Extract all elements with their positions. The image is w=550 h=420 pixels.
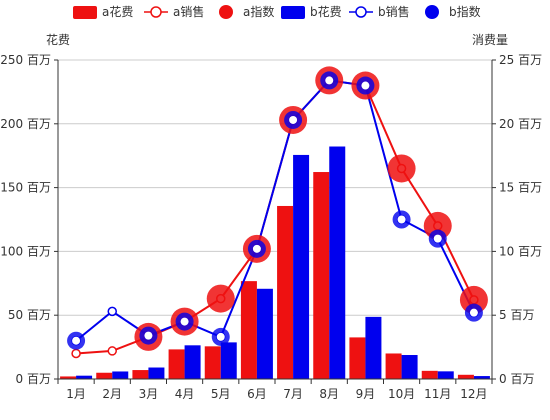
line-point-a销售-2月 bbox=[107, 346, 117, 356]
scatter-point-a指数-12月 bbox=[459, 285, 488, 314]
legend-label: b花费 bbox=[310, 4, 342, 19]
legend-swatch-marker bbox=[355, 6, 367, 18]
bar-a花费-11月 bbox=[421, 370, 438, 379]
bar-b花费-12月 bbox=[473, 376, 490, 379]
bar-b花费-6月 bbox=[256, 288, 273, 379]
bar-b花费-3月 bbox=[148, 367, 165, 379]
left-tick-label: 200 百万 bbox=[0, 117, 51, 131]
scatter-point-center-b指数-6月 bbox=[252, 244, 261, 253]
bar-b花费-8月 bbox=[329, 146, 346, 379]
legend-swatch-bar bbox=[73, 6, 97, 19]
left-tick-label: 50 百万 bbox=[8, 308, 51, 322]
legend-label: b指数 bbox=[449, 4, 481, 19]
scatter-point-a指数-10月 bbox=[387, 154, 416, 183]
bar-b花费-2月 bbox=[112, 371, 129, 379]
left-tick-label: 150 百万 bbox=[0, 181, 51, 195]
legend-label: a销售 bbox=[173, 4, 204, 19]
legend[interactable]: a花费 a销售 a指数 b花费 b销售 b指数 bbox=[73, 4, 481, 19]
bar-b花费-11月 bbox=[437, 371, 454, 379]
bars bbox=[60, 146, 490, 379]
bar-a花费-10月 bbox=[385, 353, 402, 379]
scatter-point-center-b指数-12月 bbox=[469, 308, 478, 317]
x-tick-label: 6月 bbox=[247, 387, 267, 401]
scatter-point-a指数-11月 bbox=[423, 211, 452, 240]
bar-a花费-5月 bbox=[204, 346, 221, 379]
legend-item-b指数[interactable]: b指数 bbox=[425, 4, 481, 19]
x-tick-label: 5月 bbox=[211, 387, 231, 401]
legend-item-b销售[interactable]: b销售 bbox=[349, 4, 410, 19]
right-tick-label: 10 百万 bbox=[499, 244, 542, 258]
scatter-point-center-b指数-9月 bbox=[361, 81, 370, 90]
axes: 0 百万 50 百万 100 百万 150 百万 200 百万 250 百万 0 百万 5 百… bbox=[0, 53, 542, 401]
scatter-point-center-b指数-5月 bbox=[216, 332, 225, 341]
legend-item-a销售[interactable]: a销售 bbox=[144, 4, 204, 19]
bar-b花费-10月 bbox=[401, 355, 418, 379]
scatter-point-center-b指数-10月 bbox=[397, 215, 406, 224]
bar-a花费-8月 bbox=[313, 172, 330, 379]
line-a销售 bbox=[76, 79, 475, 355]
right-tick-label: 15 百万 bbox=[499, 181, 542, 195]
scatter-point-a指数-5月 bbox=[206, 284, 235, 313]
x-tick-label: 4月 bbox=[175, 387, 195, 401]
legend-swatch-dot bbox=[219, 5, 233, 19]
bar-b花费-5月 bbox=[220, 342, 237, 379]
legend-swatch-marker bbox=[150, 6, 162, 18]
left-tick-label: 250 百万 bbox=[0, 53, 51, 67]
right-tick-label: 20 百万 bbox=[499, 117, 542, 131]
bar-a花费-4月 bbox=[168, 349, 185, 379]
line-b销售 bbox=[75, 79, 475, 342]
legend-item-b花费[interactable]: b花费 bbox=[281, 4, 342, 19]
legend-item-a花费[interactable]: a花费 bbox=[73, 4, 133, 19]
x-tick-label: 7月 bbox=[283, 387, 303, 401]
bar-b花费-4月 bbox=[184, 345, 201, 379]
bar-b花费-9月 bbox=[365, 316, 382, 379]
x-tick-label: 10月 bbox=[388, 387, 415, 401]
right-tick-label: 5 百万 bbox=[499, 308, 534, 322]
scatter-point-center-b指数-1月 bbox=[72, 336, 81, 345]
bar-a花费-6月 bbox=[240, 281, 257, 379]
bar-a花费-7月 bbox=[277, 205, 294, 379]
x-tick-label: 2月 bbox=[102, 387, 122, 401]
legend-label: a指数 bbox=[243, 4, 274, 19]
x-tick-label: 9月 bbox=[356, 387, 376, 401]
right-tick-label: 25 百万 bbox=[499, 53, 542, 67]
legend-label: a花费 bbox=[102, 4, 133, 19]
scatter-point-center-b指数-8月 bbox=[325, 76, 334, 85]
x-tick-label: 11月 bbox=[424, 387, 451, 401]
scatter-point-center-b指数-4月 bbox=[180, 317, 189, 326]
scatter-point-center-b指数-7月 bbox=[289, 115, 298, 124]
bar-a花费-12月 bbox=[457, 374, 474, 379]
legend-swatch-dot bbox=[425, 5, 439, 19]
bar-a花费-3月 bbox=[132, 370, 149, 379]
bar-b花费-1月 bbox=[76, 375, 93, 379]
bar-a花费-2月 bbox=[96, 372, 113, 379]
scatter-point-center-b指数-11月 bbox=[433, 234, 442, 243]
left-tick-label: 100 百万 bbox=[0, 244, 51, 258]
x-tick-label: 3月 bbox=[139, 387, 159, 401]
bar-a花费-9月 bbox=[349, 337, 366, 379]
x-tick-label: 1月 bbox=[66, 387, 86, 401]
line-point-a销售-1月 bbox=[71, 348, 81, 359]
bar-a花费-1月 bbox=[60, 376, 77, 379]
x-tick-label: 8月 bbox=[319, 387, 339, 401]
x-tick-label: 12月 bbox=[460, 387, 487, 401]
line-point-b销售-2月 bbox=[107, 306, 117, 317]
right-tick-label: 0 百万 bbox=[499, 372, 534, 386]
left-axis-title: 花费 bbox=[46, 32, 70, 47]
scatter-point-center-b指数-3月 bbox=[144, 331, 153, 340]
legend-label: b销售 bbox=[378, 4, 410, 19]
legend-item-a指数[interactable]: a指数 bbox=[219, 4, 274, 19]
data-points bbox=[67, 66, 488, 351]
right-axis-title: 消费量 bbox=[472, 33, 508, 47]
left-tick-label: 0 百万 bbox=[16, 372, 51, 386]
legend-swatch-bar bbox=[281, 6, 305, 19]
bar-b花费-7月 bbox=[293, 154, 310, 379]
